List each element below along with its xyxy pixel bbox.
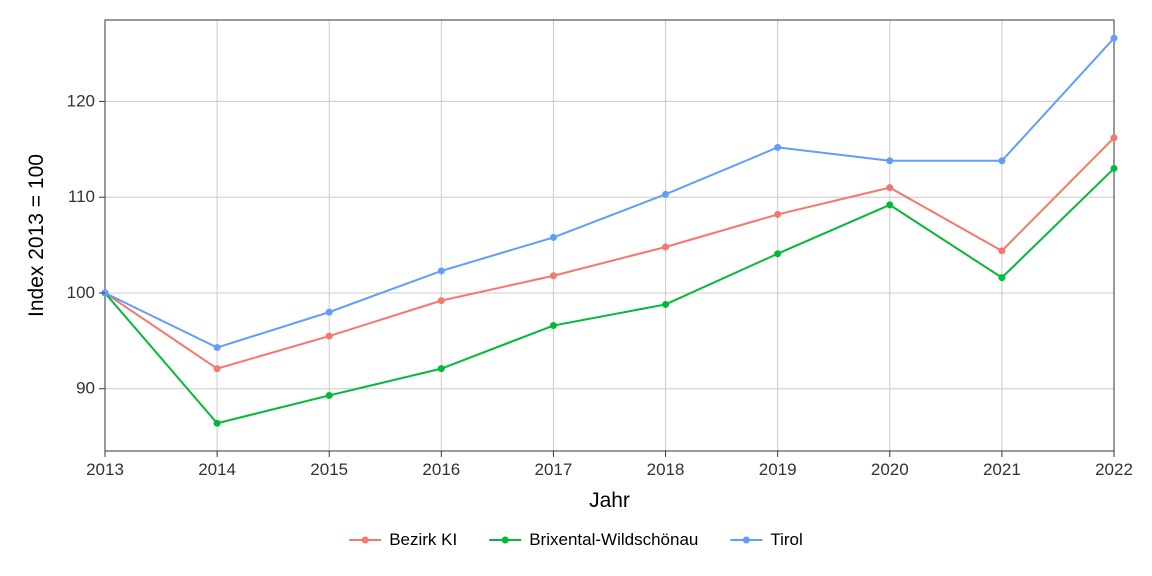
x-tick-label: 2020 [871,460,909,479]
series-point [326,309,333,316]
legend-label: Brixental-Wildschönau [529,530,698,549]
series-point [214,344,221,351]
x-tick-label: 2016 [422,460,460,479]
series-point [214,420,221,427]
x-tick-label: 2013 [86,460,124,479]
y-axis-title: Index 2013 = 100 [25,154,48,317]
series-point [1111,35,1118,42]
legend-label: Tirol [770,530,802,549]
series-point [774,211,781,218]
series-point [550,234,557,241]
x-tick-label: 2014 [198,460,236,479]
series-point [662,191,669,198]
series-point [998,274,1005,281]
series-point [1111,134,1118,141]
x-tick-label: 2022 [1095,460,1133,479]
x-tick-label: 2018 [647,460,685,479]
series-point [438,267,445,274]
series-point [774,144,781,151]
series-point [438,365,445,372]
y-tick-label: 110 [68,187,95,206]
series-point [774,250,781,257]
series-point [438,297,445,304]
series-point [998,247,1005,254]
x-axis-title: Jahr [589,489,630,512]
series-point [886,184,893,191]
series-point [326,333,333,340]
series-point [662,243,669,250]
series-point [550,322,557,329]
series-point [886,201,893,208]
x-tick-label: 2017 [535,460,573,479]
x-tick-label: 2021 [983,460,1021,479]
legend-label: Bezirk KI [389,530,457,549]
x-tick-label: 2015 [310,460,348,479]
line-chart: 2013 2014 2015 2016 2017 2018 2019 2020 2021 2022… [0,0,1152,576]
series-point [886,157,893,164]
y-tick-label: 100 [67,283,95,302]
y-tick-label: 90 [76,379,95,398]
series-point [662,301,669,308]
series-point [1111,165,1118,172]
y-tick-label: 120 [67,91,95,110]
series-point [214,365,221,372]
series-point [326,392,333,399]
x-tick-label: 2019 [759,460,797,479]
series-point [998,157,1005,164]
chart-svg: 2013 2014 2015 2016 2017 2018 2019 2020 2021 2022… [0,0,1152,576]
series-point [550,272,557,279]
